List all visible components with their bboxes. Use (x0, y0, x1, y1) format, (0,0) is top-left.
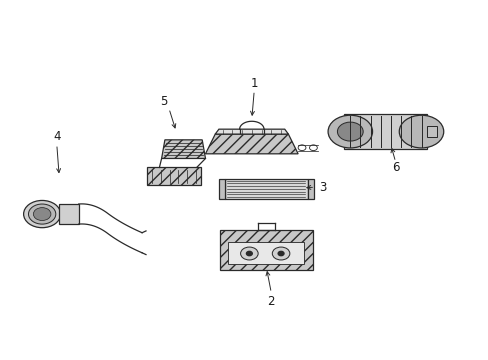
Circle shape (240, 247, 258, 260)
Circle shape (246, 251, 252, 256)
Polygon shape (220, 230, 312, 270)
Circle shape (272, 247, 289, 260)
Circle shape (23, 201, 61, 228)
Text: 5: 5 (160, 95, 167, 108)
Polygon shape (427, 126, 436, 137)
Polygon shape (147, 167, 201, 185)
Circle shape (327, 115, 372, 148)
Text: 3: 3 (318, 181, 325, 194)
Circle shape (33, 208, 51, 221)
Polygon shape (215, 129, 288, 134)
Polygon shape (224, 179, 307, 199)
Polygon shape (205, 134, 298, 154)
Polygon shape (344, 114, 427, 149)
Text: 4: 4 (53, 130, 61, 144)
Text: 6: 6 (391, 161, 399, 174)
Circle shape (278, 251, 284, 256)
Circle shape (337, 122, 363, 141)
Circle shape (398, 115, 443, 148)
Polygon shape (161, 140, 205, 158)
Polygon shape (59, 204, 79, 224)
Text: 1: 1 (250, 77, 258, 90)
Text: 2: 2 (267, 296, 275, 309)
Circle shape (28, 204, 56, 224)
Polygon shape (228, 242, 304, 264)
Polygon shape (219, 179, 224, 199)
Polygon shape (307, 179, 313, 199)
